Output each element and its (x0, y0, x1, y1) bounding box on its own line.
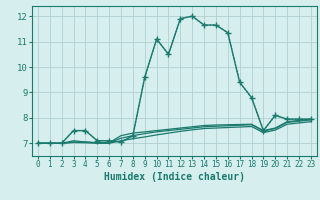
X-axis label: Humidex (Indice chaleur): Humidex (Indice chaleur) (104, 172, 245, 182)
